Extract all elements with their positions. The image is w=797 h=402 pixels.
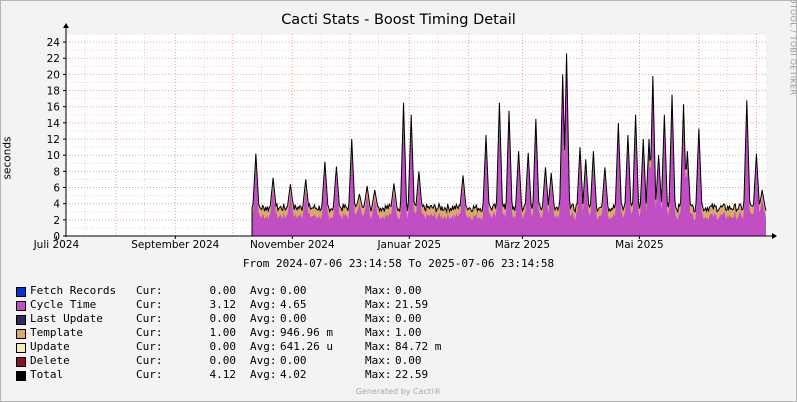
x-tick-label: Mai 2025 (615, 239, 663, 251)
legend-cur-label: Cur: (136, 284, 163, 297)
legend-cur-label: Cur: (136, 368, 163, 381)
legend-max-value: 0.00 (395, 354, 422, 367)
legend-swatch (16, 329, 26, 339)
y-tick-label: 20 (47, 69, 60, 81)
legend-cur-label: Cur: (136, 354, 163, 367)
legend-cur-value: 4.12 (209, 368, 237, 381)
legend-max-value: 1.00 (395, 326, 422, 339)
legend-avg-label: Avg: (250, 354, 277, 367)
y-tick-label: 16 (47, 102, 61, 114)
legend-cur-value: 0.00 (209, 340, 237, 353)
legend-max-value: 84.72 m (395, 340, 442, 353)
legend-avg-value: 4.02 (280, 368, 307, 381)
legend-cur-value: 3.12 (209, 298, 237, 311)
legend-swatch (16, 301, 26, 311)
legend-avg-label: Avg: (250, 368, 277, 381)
legend-avg-label: Avg: (250, 326, 277, 339)
x-axis-arrow (772, 233, 777, 239)
legend-cur-value: 1.00 (209, 326, 237, 339)
y-tick-label: 2 (53, 215, 60, 227)
legend-max-label: Max: (365, 298, 392, 311)
y-axis-arrow (63, 23, 69, 28)
y-tick-label: 8 (53, 166, 60, 178)
y-tick-label: 14 (47, 118, 61, 130)
legend-avg-value: 946.96 m (280, 326, 333, 339)
legend-max-value: 22.59 (395, 368, 429, 381)
legend-max-label: Max: (365, 354, 392, 367)
x-tick-label: Juli 2024 (33, 239, 80, 251)
legend-max-label: Max: (365, 284, 392, 297)
legend-cur-label: Cur: (136, 312, 163, 325)
generated-by: Generated by Cacti® (355, 387, 442, 396)
legend-avg-value: 0.00 (280, 284, 307, 297)
legend-avg-value: 0.00 (280, 312, 307, 325)
y-tick-label: 12 (47, 134, 60, 146)
y-tick-label: 18 (47, 86, 60, 98)
legend-name: Last Update (30, 312, 103, 325)
legend-name: Delete (30, 354, 70, 367)
legend-avg-label: Avg: (250, 340, 277, 353)
legend-swatch (16, 315, 26, 325)
series-areas (251, 53, 767, 236)
legend-max-value: 0.00 (395, 312, 422, 325)
y-tick-label: 0 (53, 231, 60, 243)
legend-max-label: Max: (365, 340, 392, 353)
legend-max-label: Max: (365, 312, 392, 325)
legend-name: Template (30, 326, 83, 339)
legend-avg-value: 4.65 (280, 298, 307, 311)
series-total-line (251, 53, 767, 236)
legend-cur-value: 0.00 (209, 354, 237, 367)
legend-name: Fetch Records (30, 284, 117, 297)
y-tick-label: 6 (53, 183, 60, 195)
chart-title: Cacti Stats - Boost Timing Detail (281, 12, 516, 28)
legend-swatch (16, 287, 26, 297)
legend-max-value: 21.59 (395, 298, 429, 311)
y-tick-label: 24 (47, 37, 61, 49)
series-cycle-time-area (252, 61, 766, 236)
legend-cur-value: 0.00 (209, 284, 237, 297)
x-tick-label: März 2025 (495, 239, 550, 251)
x-tick-label: Januar 2025 (376, 239, 441, 251)
legend-name: Update (30, 340, 70, 353)
legend-swatch (16, 357, 26, 367)
legend-name: Cycle Time (30, 298, 97, 311)
legend-swatch (16, 371, 26, 381)
legend-max-label: Max: (365, 326, 392, 339)
legend-swatch (16, 343, 26, 353)
legend-name: Total (30, 368, 64, 381)
legend-avg-value: 641.26 u (280, 340, 333, 353)
grid-lines (66, 33, 766, 236)
x-tick-label: November 2024 (250, 239, 335, 251)
y-tick-label: 22 (47, 53, 60, 65)
legend-cur-label: Cur: (136, 298, 163, 311)
legend-max-value: 0.00 (395, 284, 422, 297)
y-tick-label: 4 (53, 199, 60, 211)
legend-avg-value: 0.00 (280, 354, 307, 367)
y-tick-label: 10 (47, 150, 60, 162)
legend-cur-label: Cur: (136, 340, 163, 353)
legend-cur-label: Cur: (136, 326, 163, 339)
time-range: From 2024-07-06 23:14:58 To 2025-07-06 2… (242, 257, 555, 270)
axes (55, 23, 777, 239)
x-tick-label: September 2024 (131, 239, 219, 251)
legend-avg-label: Avg: (250, 284, 277, 297)
legend-max-label: Max: (365, 368, 392, 381)
legend-avg-label: Avg: (250, 298, 277, 311)
legend-cur-value: 0.00 (209, 312, 237, 325)
legend-avg-label: Avg: (250, 312, 277, 325)
